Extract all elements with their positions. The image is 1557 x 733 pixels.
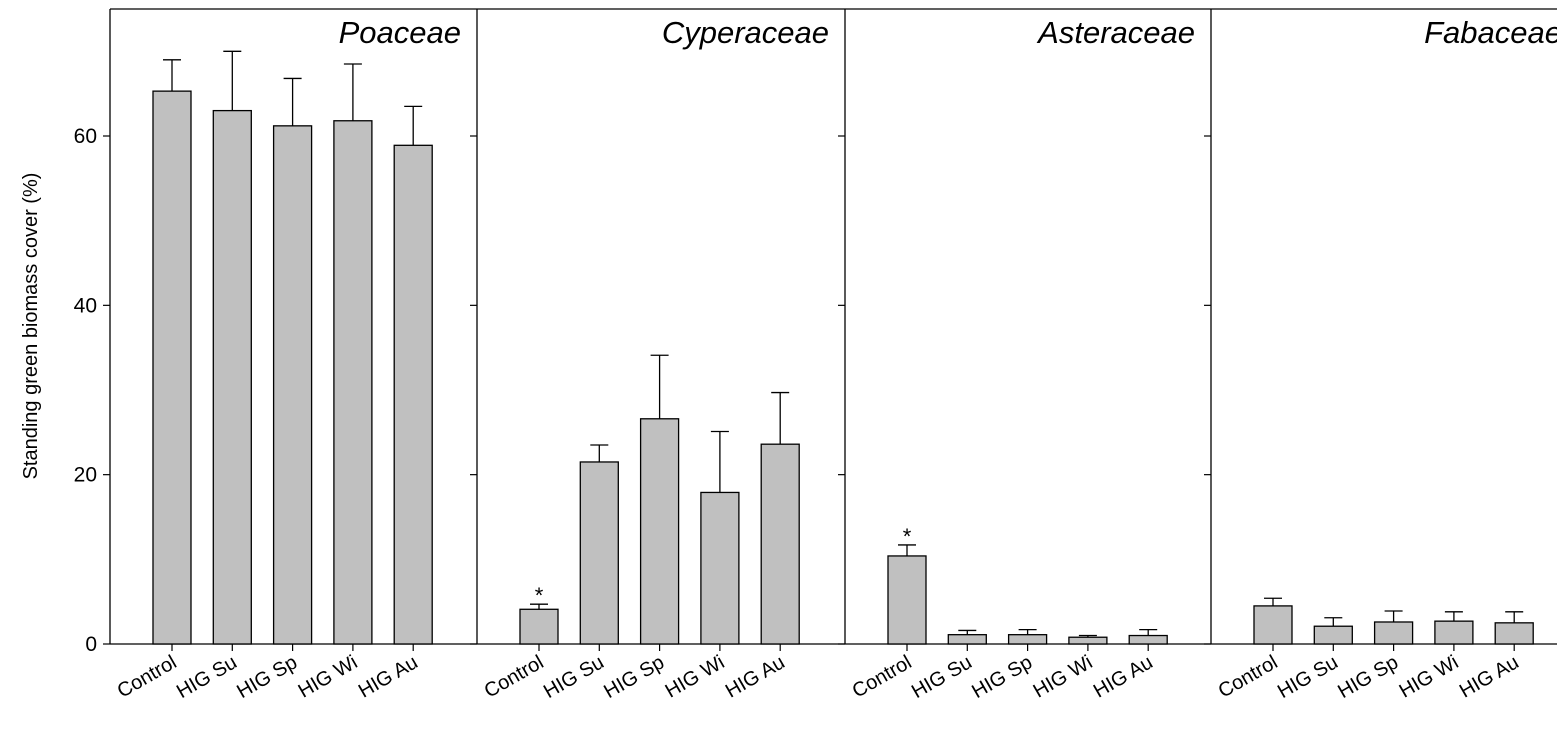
y-tick-label: 0 [85,633,97,656]
bar [272,125,313,645]
bar [333,120,373,645]
bar [1253,605,1293,645]
x-tick-label: HIG Wi [1030,651,1097,702]
x-tick-label: HIG Wi [1396,651,1463,702]
x-tick-label: HIG Au [1090,651,1157,702]
significance-marker: * [535,583,544,608]
y-tick-label: 20 [74,464,97,487]
bar [1434,620,1474,645]
bar [1068,636,1108,645]
bar [1494,622,1534,645]
bar [1128,634,1168,645]
bar [579,461,619,645]
x-tick-label: Control [114,651,181,702]
bar [212,109,252,645]
x-tick-label: HIG Su [908,651,976,703]
bar [760,443,800,645]
x-tick-label: Control [1215,651,1282,702]
bar [152,90,192,645]
panel-title: Fabaceae [1424,15,1557,50]
significance-marker: * [903,524,912,549]
x-tick-label: HIG Au [722,651,789,702]
x-tick-label: HIG Sp [1334,651,1402,703]
panel-title: Cyperaceae [662,15,829,50]
x-tick-label: HIG Su [173,651,241,703]
x-tick-label: Control [849,651,916,702]
bar [700,491,740,645]
bar [639,418,680,645]
x-tick-label: HIG Au [1456,651,1523,702]
bar [519,608,559,645]
bar [1373,621,1414,645]
bar [1313,625,1353,645]
panel-title: Poaceae [339,15,461,50]
bar [1007,634,1048,645]
x-tick-label: HIG Su [1274,651,1342,703]
y-axis-label: Standing green biomass cover (%) [20,173,42,480]
panel-title: Asteraceae [1036,15,1195,50]
bar [393,144,433,645]
bar [887,555,927,645]
y-tick-label: 40 [74,294,97,317]
x-tick-label: HIG Sp [600,651,668,703]
x-tick-label: HIG Su [540,651,608,703]
bar [947,634,987,645]
x-tick-label: HIG Wi [662,651,729,702]
x-tick-label: HIG Au [355,651,422,702]
y-tick-label: 60 [74,125,97,148]
x-tick-label: HIG Sp [968,651,1036,703]
x-tick-label: HIG Wi [295,651,362,702]
x-tick-label: HIG Sp [233,651,301,703]
x-tick-label: Control [481,651,548,702]
